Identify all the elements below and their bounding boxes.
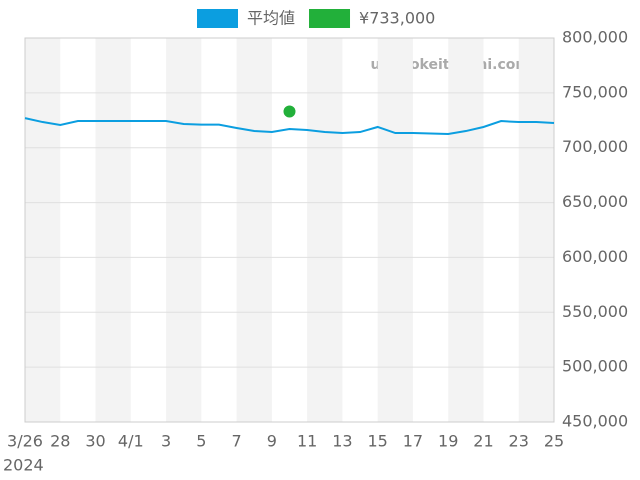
plot-border [24,37,555,423]
y-tick-label: 550,000 [562,302,628,321]
x-tick-label: 3/26 [7,432,43,451]
band [25,38,61,422]
x-tick-label: 23 [509,432,529,451]
y-tick-label: 450,000 [562,412,628,431]
legend-swatch [309,9,351,28]
band [307,38,343,422]
legend-label: 平均値 [247,9,295,28]
x-tick-label: 28 [50,432,70,451]
band [95,38,131,422]
x-tick-label: 9 [267,432,277,451]
y-tick-label: 500,000 [562,357,628,376]
legend-swatch [197,9,238,28]
y-tick-label: 600,000 [562,247,628,266]
x-tick-label: 17 [403,432,423,451]
y-tick-label: 800,000 [562,28,628,47]
x-tick-label: 15 [367,432,387,451]
band [518,38,554,422]
x-tick-label: 25 [544,432,564,451]
y-tick-label: 700,000 [562,137,628,156]
x-tick-label: 13 [332,432,352,451]
x-year-label: 2024 [3,456,44,475]
band [448,38,484,422]
legend-label: ¥733,000 [359,9,435,28]
point [283,105,296,118]
x-tick-label: 11 [297,432,317,451]
x-tick-label: 3 [161,432,171,451]
x-tick-label: 5 [196,432,206,451]
y-tick-label: 650,000 [562,192,628,211]
band [166,38,202,422]
x-tick-label: 19 [438,432,458,451]
x-tick-label: 30 [85,432,105,451]
band [236,38,272,422]
band [377,38,413,422]
x-tick-label: 21 [473,432,493,451]
y-tick-label: 750,000 [562,82,628,101]
line [24,117,555,136]
x-tick-label: 7 [232,432,242,451]
x-tick-label: 4/1 [118,432,144,451]
